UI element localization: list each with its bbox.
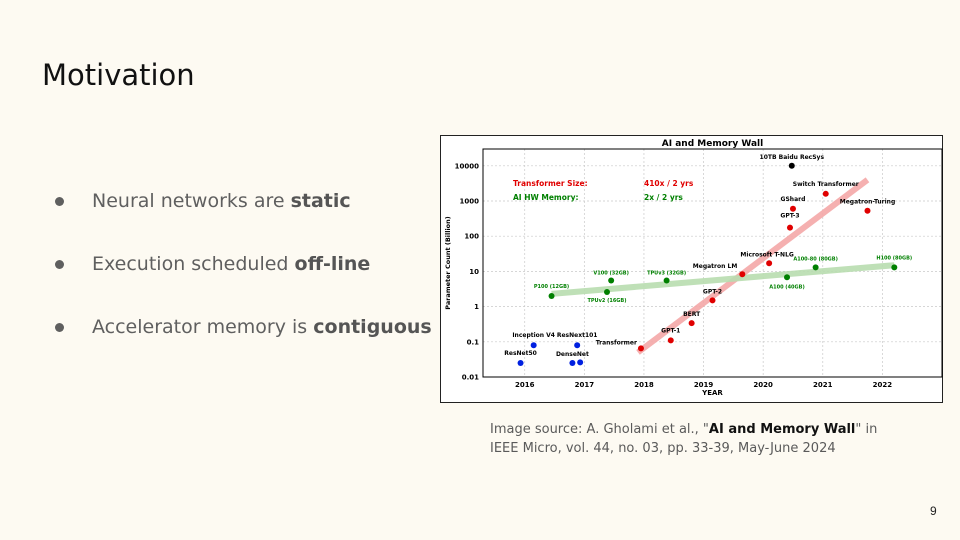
- data-point: [603, 288, 610, 295]
- data-label: Transformer: [596, 339, 637, 346]
- data-label: Switch Transformer: [793, 181, 859, 188]
- y-tick-label: 0.1: [467, 338, 480, 346]
- bullet-list: Neural networks are static Execution sch…: [52, 186, 432, 375]
- data-point: [786, 224, 793, 231]
- data-label: BERT: [683, 311, 701, 318]
- data-label: Inception V4: [512, 332, 555, 339]
- data-point: [812, 264, 819, 271]
- data-point: [530, 342, 537, 349]
- data-point: [864, 207, 871, 214]
- data-point: [688, 320, 695, 327]
- data-label: TPUv2 (16GB): [587, 298, 626, 304]
- bullet-item: Execution scheduled off-line: [52, 249, 432, 279]
- bullet-dot-icon: [55, 196, 64, 206]
- chart-title: AI and Memory Wall: [662, 139, 763, 149]
- legend-label: AI HW Memory:: [513, 193, 578, 202]
- data-point: [667, 337, 674, 344]
- data-label: H100 (80GB): [876, 255, 912, 261]
- data-point: [766, 260, 773, 267]
- slide-title: Motivation: [42, 58, 195, 92]
- x-tick-label: 2017: [575, 381, 595, 389]
- data-label: Megatron LM: [693, 263, 738, 270]
- data-label: DenseNet: [556, 351, 589, 358]
- data-label: ResNet50: [504, 350, 537, 357]
- data-label: Megatron-Turing: [840, 199, 896, 206]
- x-tick-label: 2016: [515, 381, 535, 389]
- bullet-emphasis: contiguous: [313, 316, 432, 338]
- data-point: [569, 359, 576, 366]
- data-point: [577, 359, 584, 366]
- trend-line: [636, 177, 870, 355]
- x-tick-label: 2019: [694, 381, 714, 389]
- y-tick-label: 100: [464, 233, 479, 241]
- bullet-item: Neural networks are static: [52, 186, 432, 216]
- data-point: [789, 205, 796, 212]
- data-label: TPUv3 (32GB): [647, 271, 686, 277]
- data-label: Microsoft T-NLG: [740, 251, 793, 258]
- bullet-text: Accelerator memory is contiguous: [92, 316, 432, 338]
- data-point: [663, 277, 670, 284]
- legend-value: 2x / 2 yrs: [644, 193, 683, 202]
- page-number: 9: [930, 504, 937, 518]
- data-label: V100 (32GB): [593, 271, 629, 277]
- data-label: GPT-2: [703, 288, 722, 295]
- x-tick-label: 2020: [753, 381, 773, 389]
- image-caption: Image source: A. Gholami et al., "AI and…: [490, 422, 878, 456]
- x-tick-label: 2022: [873, 381, 893, 389]
- data-point: [788, 162, 795, 169]
- data-point: [822, 190, 829, 197]
- x-tick-label: 2021: [813, 381, 833, 389]
- y-tick-label: 10000: [455, 162, 479, 170]
- legend-label: Transformer Size:: [513, 179, 588, 188]
- data-point: [574, 342, 581, 349]
- bullet-dot-icon: [55, 259, 64, 269]
- x-axis-label: YEAR: [701, 389, 723, 397]
- y-tick-label: 10: [469, 268, 479, 276]
- y-tick-label: 1: [474, 303, 479, 311]
- bullet-text: Execution scheduled off-line: [92, 253, 371, 275]
- caption-emphasis: AI and Memory Wall: [708, 422, 856, 437]
- bullet-text: Neural networks are static: [92, 190, 351, 212]
- y-tick-label: 1000: [460, 197, 480, 205]
- data-point: [709, 297, 716, 304]
- data-point: [517, 359, 524, 366]
- y-axis-label: Parameter Count (Billion): [444, 216, 452, 310]
- plot-frame: [482, 148, 943, 378]
- trend-line: [551, 262, 895, 297]
- bullet-emphasis: off-line: [294, 253, 371, 275]
- data-point: [548, 293, 555, 300]
- data-label: ResNext101: [557, 332, 598, 339]
- memory-wall-chart: AI and Memory Wall 0.01 0.1 1 10 100 1000 10000…: [440, 135, 943, 403]
- data-label: A100-80 (80GB): [793, 256, 838, 262]
- data-label: GShard: [781, 196, 806, 203]
- chart-svg: AI and Memory Wall 0.01 0.1 1 10 100 1000 10000…: [444, 139, 943, 397]
- data-label: A100 (40GB): [769, 284, 805, 290]
- data-point: [891, 264, 898, 271]
- data-point: [637, 345, 644, 352]
- y-tick-label: 0.01: [462, 374, 479, 382]
- data-point: [739, 271, 746, 278]
- bullet-emphasis: static: [290, 190, 351, 212]
- data-label: GPT-1: [661, 327, 680, 334]
- x-tick-label: 2018: [634, 381, 654, 389]
- bullet-dot-icon: [55, 322, 64, 332]
- data-point: [608, 277, 615, 284]
- data-point: [784, 274, 791, 281]
- data-label: P100 (12GB): [534, 284, 569, 290]
- bullet-item: Accelerator memory is contiguous: [52, 312, 432, 342]
- data-label: GPT-3: [780, 213, 799, 220]
- data-label: 10TB Baidu RecSys: [760, 154, 825, 161]
- legend-value: 410x / 2 yrs: [644, 179, 694, 188]
